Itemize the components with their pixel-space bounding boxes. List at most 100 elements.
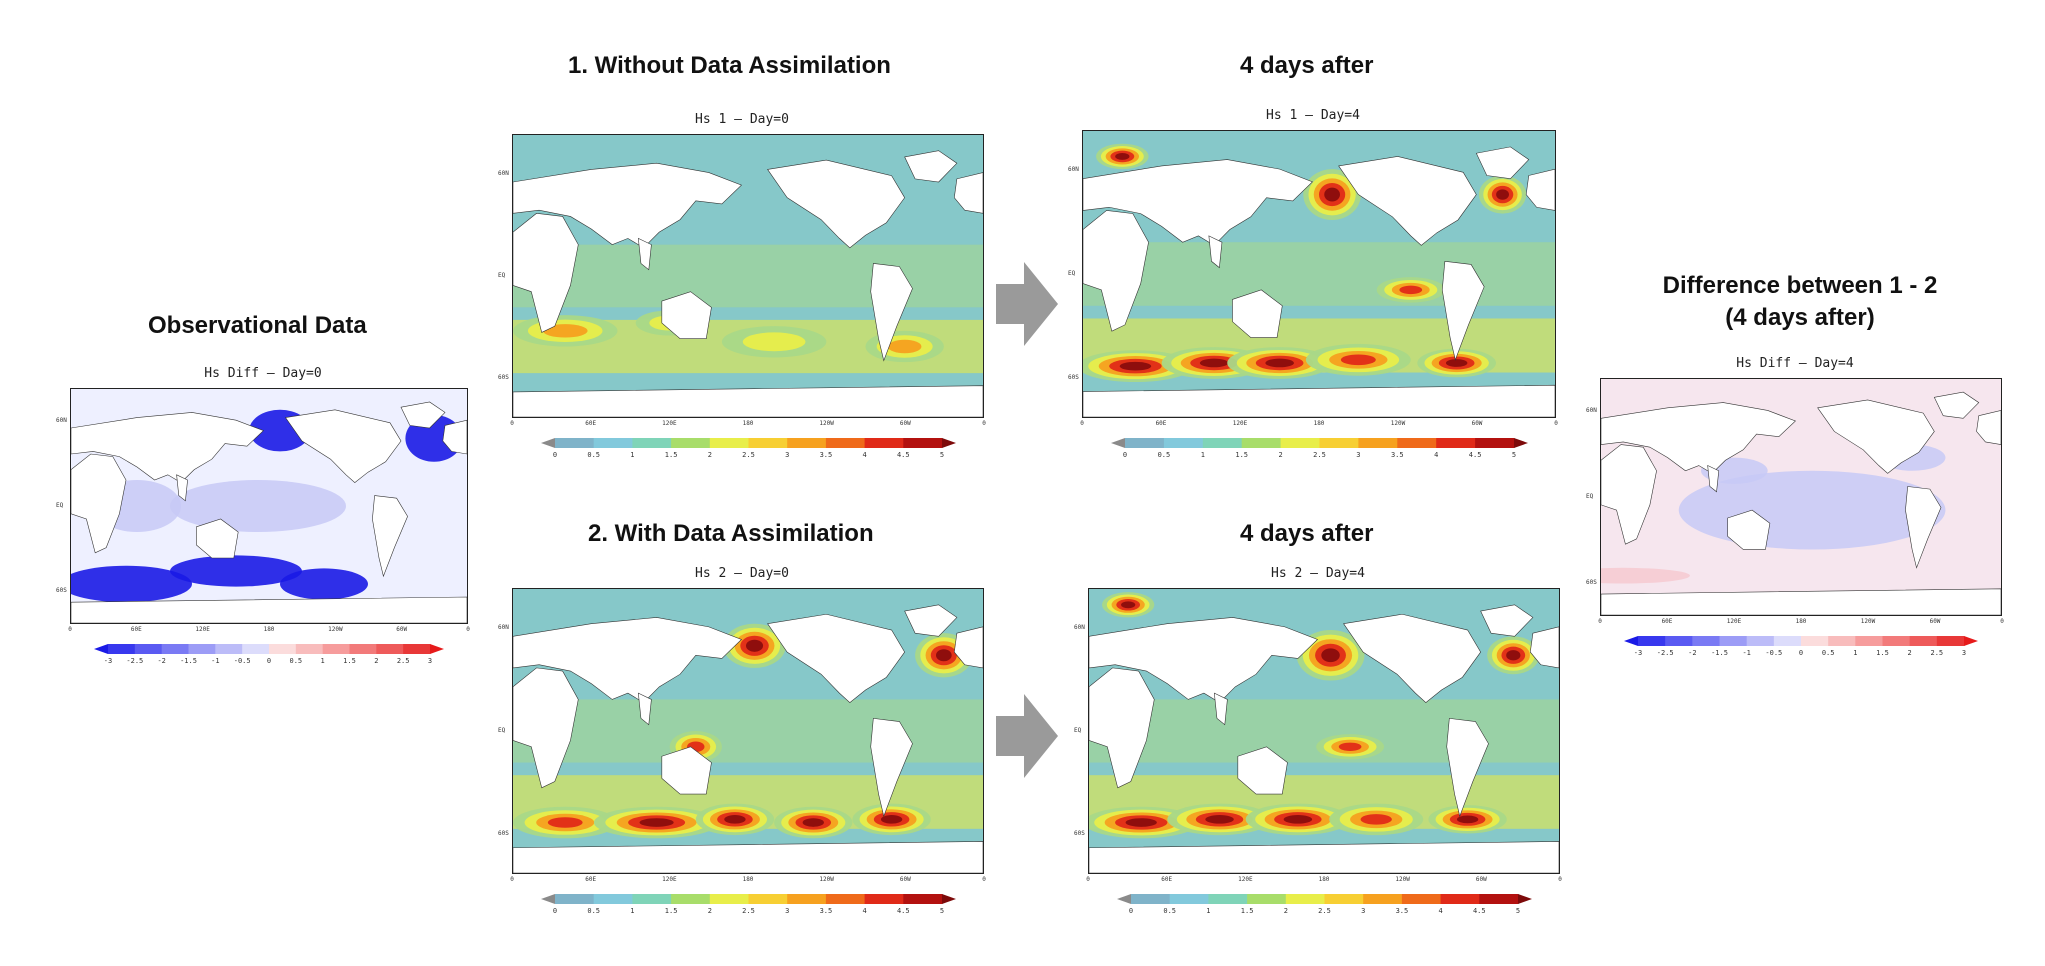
colorbar-tick-label: -3 xyxy=(1634,649,1642,657)
map-frame xyxy=(70,388,468,624)
lon-tick-label: 180 xyxy=(1313,420,1325,427)
lat-tick-label: EQ xyxy=(1586,493,1594,500)
world-map xyxy=(513,589,983,873)
lon-tick-label: 120W xyxy=(819,876,834,883)
wave-height-blob xyxy=(1121,601,1136,609)
colorbar-max-triangle xyxy=(1964,636,1978,646)
colorbar-swatch xyxy=(1202,438,1243,448)
wave-height-blob xyxy=(1283,815,1313,824)
lon-tick-label: 0 xyxy=(1554,420,1558,427)
heading-observational-data: Observational Data xyxy=(148,312,367,339)
lat-tick-label: 60S xyxy=(1068,373,1079,381)
colorbar-swatch xyxy=(1169,894,1209,904)
landmass-africa xyxy=(1083,210,1149,331)
wave-height-blob xyxy=(1360,814,1392,825)
lon-tick-row: 0 60E 120E 180 120W 60W 0 xyxy=(1086,876,1562,886)
colorbar-swatch xyxy=(1363,894,1403,904)
colorbar-swatch xyxy=(709,438,749,448)
lon-tick-label: 0 xyxy=(510,420,514,427)
lon-tick-label: 60E xyxy=(1155,420,1167,427)
colorbar-swatch xyxy=(108,644,136,654)
colorbar-tick-label: 0 xyxy=(267,657,271,665)
colorbar-max-triangle xyxy=(942,894,956,904)
colorbar-tick-label: 0 xyxy=(553,907,557,915)
landmass-australia xyxy=(662,292,712,339)
colorbar-swatch xyxy=(295,644,324,654)
wave-height-blob xyxy=(1115,152,1130,160)
colorbar-tick-label: 3.5 xyxy=(1391,451,1404,459)
colorbar-tick-label: 1 xyxy=(1853,649,1857,657)
colorbar-swatch xyxy=(632,438,672,448)
wave-height-blob xyxy=(880,815,903,824)
colorbar-tick-label: 1 xyxy=(1206,907,1210,915)
landmass-greenland xyxy=(905,605,957,637)
landmass-south-america xyxy=(1905,487,1941,568)
landmass-greenland xyxy=(1934,392,1978,418)
lat-tick-label: EQ xyxy=(56,502,64,509)
lon-tick-label: 60W xyxy=(1929,618,1941,625)
wave-height-blob xyxy=(1445,359,1468,367)
colorbar-tick-label: 2.5 xyxy=(1313,451,1326,459)
lon-tick-label: 180 xyxy=(1318,876,1330,883)
colorbar-tick-label: 3.5 xyxy=(820,451,833,459)
landmass-north-america xyxy=(1818,400,1935,473)
landmass-europe-west xyxy=(1526,169,1555,210)
colorbar-tick-label: 0 xyxy=(1129,907,1133,915)
landmass-antarctica xyxy=(513,841,983,873)
colorbar-min-triangle xyxy=(541,438,555,448)
world-map xyxy=(513,135,983,417)
colorbar: 0 0.5 1 1.5 2 2.5 3 3.5 4 4.5 5 xyxy=(1117,894,1532,916)
wave-height-blob xyxy=(1340,354,1376,366)
landmass-indochina xyxy=(638,693,651,725)
wave-height-blob xyxy=(1324,187,1340,202)
landmass-africa xyxy=(513,213,578,332)
map-frame xyxy=(1082,130,1556,418)
lon-tick-label: 120E xyxy=(1238,876,1253,883)
lat-tick-label: 60N xyxy=(498,169,509,177)
panel-hs2-day0: Hs 2 – Day=0 60N EQ 60S 0 60E 120E 180 120W 60W 0… xyxy=(498,566,986,926)
colorbar: 0 0.5 1 1.5 2 2.5 3 3.5 4 4.5 5 xyxy=(1111,438,1528,460)
landmass-africa xyxy=(71,454,126,553)
lon-tick-label: 120W xyxy=(1390,420,1406,427)
colorbar: 0 0.5 1 1.5 2 2.5 3 3.5 4 4.5 5 xyxy=(541,438,956,460)
heading-4-days-after-bottom: 4 days after xyxy=(1240,520,1374,547)
colorbar-tick-label: 0 xyxy=(1123,451,1127,459)
landmass-south-america xyxy=(871,718,913,816)
colorbar-tick-label: -2.5 xyxy=(1657,649,1674,657)
colorbar-swatch xyxy=(1436,438,1476,448)
colorbar-swatch xyxy=(1358,438,1398,448)
colorbar-swatch xyxy=(376,644,404,654)
colorbar-swatch xyxy=(825,438,866,448)
colorbar-swatch xyxy=(1319,438,1359,448)
landmass-indochina xyxy=(1209,236,1222,268)
landmass-south-america xyxy=(871,263,913,360)
landmass-eurasia xyxy=(1089,617,1317,702)
colorbar-swatch xyxy=(1936,636,1965,646)
lon-tick-row: 0 60E 120E 180 120W 60W 0 xyxy=(1598,618,2004,628)
map-frame xyxy=(1088,588,1560,874)
lon-tick-row: 0 60E 120E 180 120W 60W 0 xyxy=(510,876,986,886)
world-map xyxy=(1601,379,2001,615)
colorbar-tick-label: 3 xyxy=(1356,451,1360,459)
colorbar-swatch xyxy=(1479,894,1519,904)
panel-title-hs1-day4: Hs 1 – Day=4 xyxy=(1266,108,1360,123)
lat-tick-label: 60S xyxy=(1074,829,1085,837)
colorbar-min-triangle xyxy=(94,644,108,654)
colorbar-swatch xyxy=(1801,636,1829,646)
lon-tick-label: 120W xyxy=(1395,876,1410,883)
panel-title-hs1-day0: Hs 1 – Day=0 xyxy=(695,112,789,127)
colorbar-tick-label: 0 xyxy=(1799,649,1803,657)
landmass-eurasia xyxy=(513,163,741,248)
colorbar-swatch xyxy=(1397,438,1437,448)
colorbar-swatch xyxy=(864,894,904,904)
landmass-australia xyxy=(1232,290,1282,338)
lon-tick-label: 0 xyxy=(982,420,986,427)
landmass-europe-west xyxy=(443,420,467,454)
colorbar-swatch xyxy=(903,438,943,448)
lon-tick-label: 120E xyxy=(662,420,677,427)
colorbar-tick-label: 2 xyxy=(1278,451,1282,459)
wave-height-blob xyxy=(936,649,952,662)
colorbar-swatch xyxy=(864,438,904,448)
colorbar-swatch xyxy=(632,894,672,904)
panel-hs1-day4: Hs 1 – Day=4 60N EQ 60S 0 60E 120E 180 120W 60W 0… xyxy=(1068,108,1558,470)
